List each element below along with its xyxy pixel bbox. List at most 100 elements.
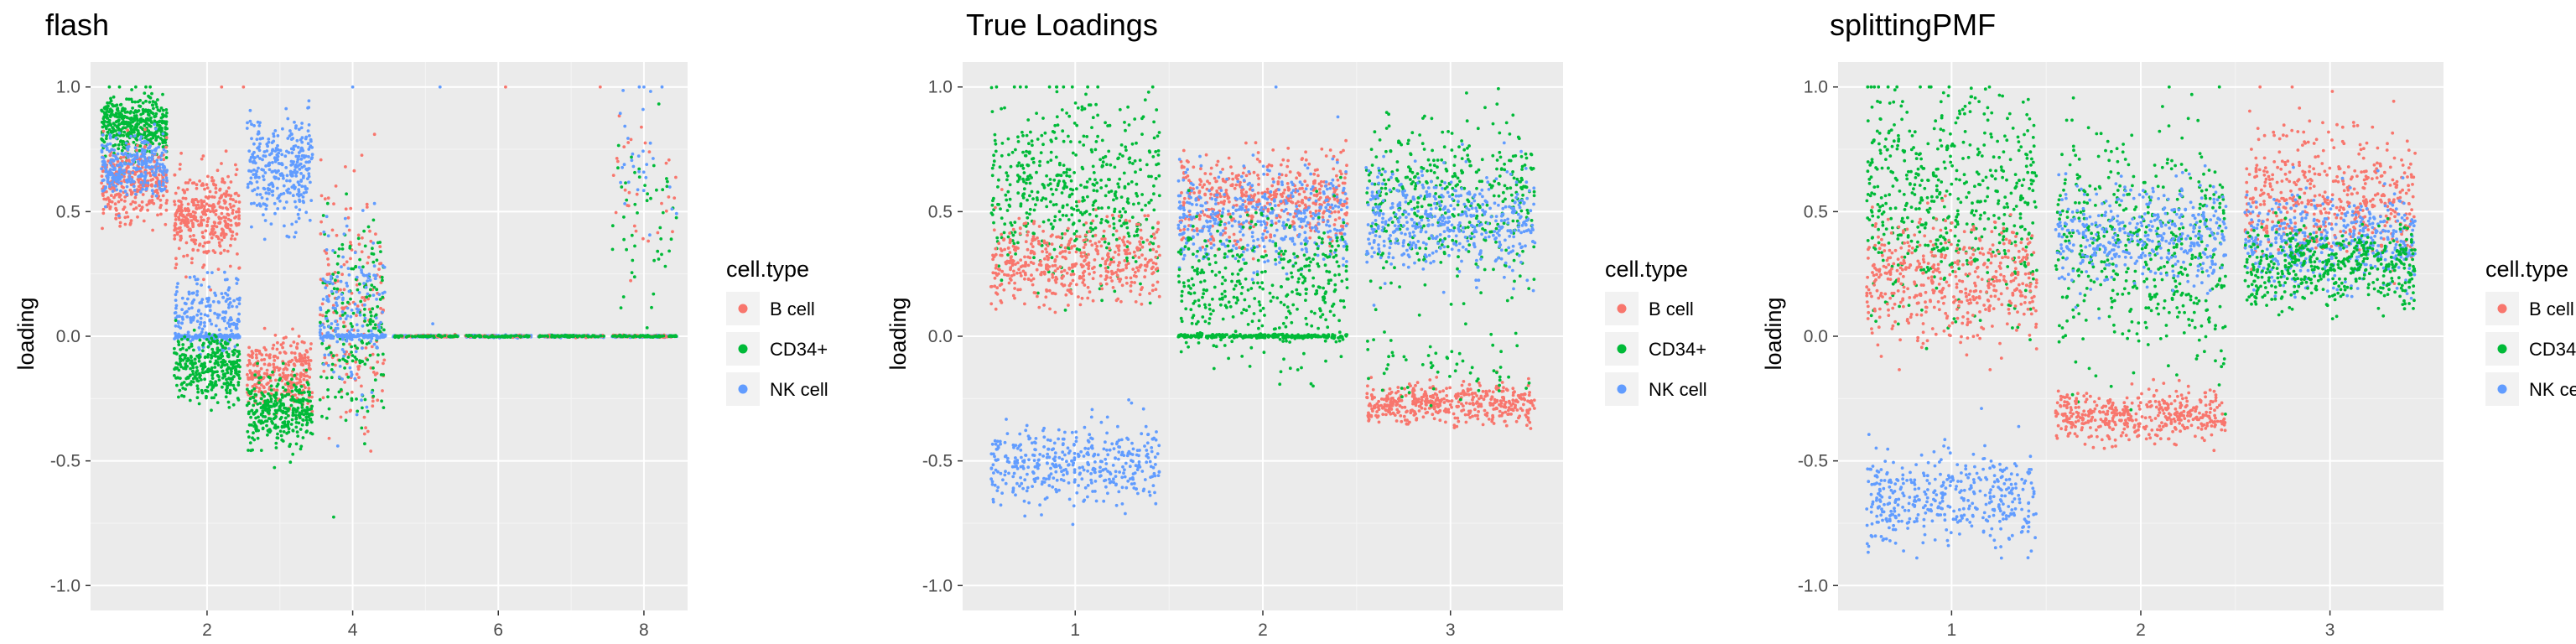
data-point [194, 361, 197, 366]
series-points-nk-cell [245, 99, 314, 242]
data-point [219, 251, 223, 255]
data-point [325, 252, 329, 255]
data-point [105, 174, 108, 178]
data-point [366, 292, 370, 296]
data-point [393, 334, 397, 338]
data-point [128, 122, 132, 126]
data-point [164, 126, 168, 129]
data-point [225, 351, 229, 354]
data-point [345, 314, 350, 318]
data-point [236, 398, 241, 402]
data-point [318, 397, 322, 402]
data-point [234, 221, 238, 226]
data-point [197, 345, 201, 350]
data-point [298, 378, 302, 382]
data-point [380, 275, 384, 279]
data-point [340, 298, 345, 302]
data-point [340, 293, 344, 296]
data-point [351, 325, 354, 329]
data-point [247, 423, 252, 427]
data-point [184, 196, 188, 200]
data-point [161, 141, 165, 145]
data-point [350, 267, 353, 271]
data-point [284, 106, 288, 111]
data-point [265, 197, 269, 201]
data-point [363, 244, 367, 248]
data-point [183, 207, 187, 210]
data-point [221, 369, 225, 373]
data-point [375, 298, 378, 301]
data-point [215, 383, 218, 387]
data-point [335, 301, 338, 305]
data-point [283, 224, 286, 228]
data-point [347, 289, 351, 293]
data-point [272, 343, 276, 347]
data-point [350, 328, 354, 331]
data-point [267, 362, 271, 366]
data-point [129, 97, 133, 101]
data-point [342, 288, 346, 292]
data-point [630, 155, 633, 159]
data-point [136, 132, 140, 137]
data-point [143, 178, 147, 182]
data-point [237, 267, 241, 270]
data-point [132, 179, 136, 184]
data-point [479, 335, 483, 339]
data-point [205, 338, 209, 341]
data-point [159, 153, 164, 158]
data-point [226, 213, 231, 217]
data-point [152, 201, 156, 205]
data-point [335, 444, 340, 448]
data-point [508, 335, 512, 339]
data-point [184, 223, 188, 227]
data-point [102, 197, 106, 201]
points [100, 85, 678, 519]
data-point [150, 151, 154, 155]
data-point [666, 179, 669, 184]
data-point [279, 403, 283, 408]
data-point [174, 227, 178, 231]
data-point [310, 153, 314, 157]
data-point [175, 285, 179, 289]
data-point [158, 166, 162, 169]
data-point [132, 189, 137, 192]
data-point [211, 203, 216, 206]
data-point [144, 85, 148, 89]
data-point [162, 148, 166, 152]
data-point [358, 313, 362, 317]
data-point [138, 138, 143, 142]
data-point [284, 166, 288, 169]
data-point [295, 170, 299, 174]
data-point [104, 185, 107, 189]
data-point [282, 191, 286, 195]
data-point [575, 335, 579, 338]
data-point [297, 413, 301, 417]
plot-area: -1.0-0.50.00.51.02 4 6 8 [50, 62, 688, 640]
data-point [203, 356, 207, 360]
data-point [231, 377, 234, 382]
data-point [246, 387, 249, 392]
data-point [129, 202, 133, 206]
data-point [197, 223, 200, 227]
data-point [115, 172, 118, 176]
data-point [279, 343, 283, 346]
data-point [206, 335, 210, 339]
data-point [231, 208, 235, 212]
data-point [297, 335, 301, 338]
data-point [674, 175, 678, 179]
data-point [132, 134, 137, 138]
data-point [348, 247, 352, 250]
data-point [322, 325, 326, 330]
data-point [109, 170, 113, 174]
data-point [306, 142, 310, 146]
data-point [217, 313, 221, 317]
data-point [139, 126, 143, 129]
data-point [219, 356, 223, 360]
data-point [153, 119, 157, 123]
data-point [615, 157, 619, 160]
data-point [123, 222, 127, 226]
data-point [641, 107, 645, 112]
data-point [260, 196, 264, 200]
data-point [300, 402, 304, 407]
data-point [326, 363, 330, 367]
